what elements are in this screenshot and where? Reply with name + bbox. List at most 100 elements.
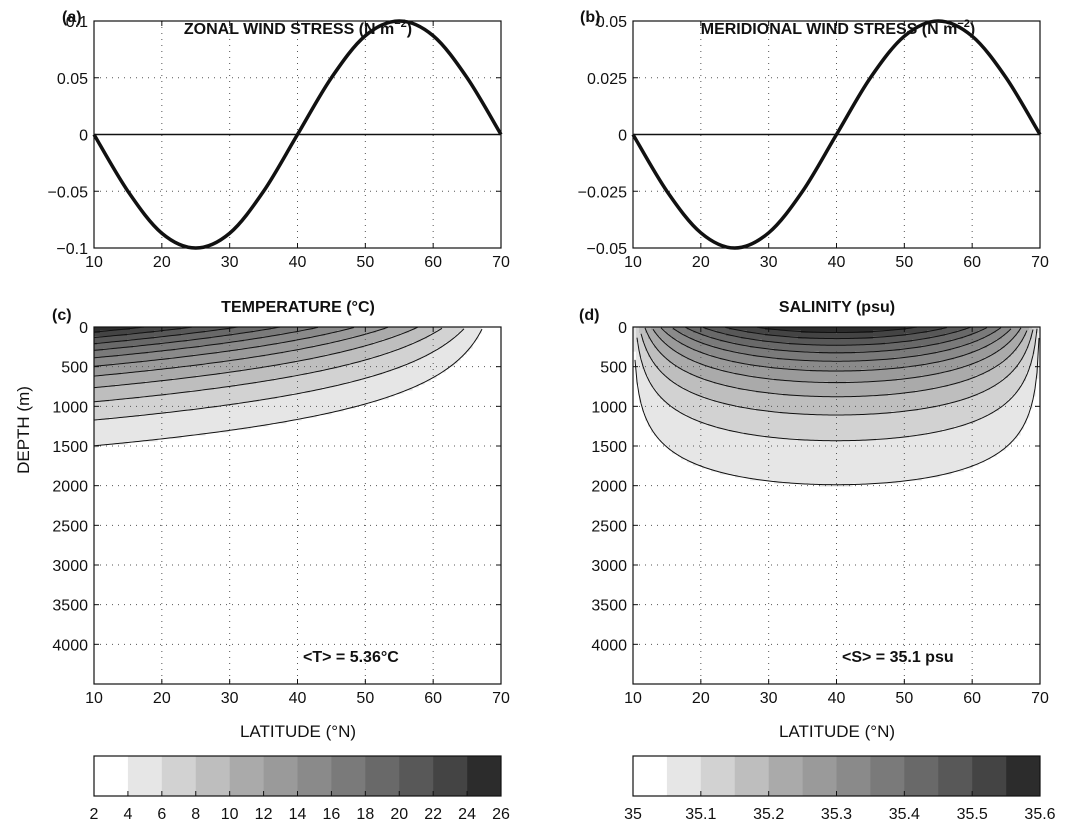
panel-d-contour-band (738, 387, 934, 391)
panel-b-xtick-label: 30 (760, 254, 778, 271)
panel-d-contour-band (978, 339, 997, 343)
panel-d-contour-band (669, 447, 1006, 451)
panel-c-contour-band (313, 327, 350, 331)
panel-d-contour-band (765, 333, 907, 337)
panel-d-contour-band (660, 336, 673, 340)
panel-d-contour-band (1026, 351, 1036, 355)
panel-c-contour-band (337, 366, 401, 370)
colorbar-c-swatch (365, 756, 400, 796)
panel-d-contour-band (645, 411, 682, 415)
panel-d-contour-band (660, 396, 706, 400)
colorbar-c-tick-label: 12 (255, 806, 273, 823)
panel-d-contour-band (729, 327, 766, 331)
panel-d-contour-band (645, 348, 658, 352)
colorbar-d-swatch (972, 756, 1007, 796)
panel-d-contour-band (963, 336, 985, 340)
panel-d-contour-band (639, 342, 646, 346)
panel-d-contour-band (1017, 348, 1027, 352)
panel-d-contour-band (642, 336, 649, 340)
panel-d-contour-line (652, 327, 1022, 384)
panel-c-contour-band (340, 351, 389, 355)
panel-c-ytick-label: 3500 (52, 598, 88, 615)
panel-d-contour-band (951, 369, 991, 373)
panel-d-contour-band (1035, 342, 1039, 346)
panel-c-contour-band (406, 345, 443, 349)
panel-c-contour-band (94, 333, 128, 337)
panel-d-contour-band (1005, 402, 1033, 406)
panel-c-xlabel: LATITUDE (°N) (240, 722, 356, 741)
panel-d-contour-band (690, 336, 712, 340)
panel-d-contour-band (1005, 333, 1018, 337)
panel-c-contour-band (337, 330, 377, 334)
panel-d-contour-band (1023, 357, 1033, 361)
panel-c-contour-band (442, 327, 464, 331)
panel-c-contour-band (274, 378, 362, 382)
panel-c-contour-band (349, 381, 425, 385)
panel-c-contour-band (94, 396, 140, 400)
colorbar-c-swatch (195, 756, 230, 796)
panel-d-ytick-label: 2000 (591, 479, 627, 496)
panel-d-contour-band (711, 468, 964, 472)
panel-d-contour-band (654, 342, 667, 346)
panel-d-contour-band (957, 330, 979, 334)
panel-d-contour-band (873, 336, 931, 340)
panel-c-ytick-label: 2500 (52, 518, 88, 535)
panel-d-contour-band (648, 423, 709, 427)
panel-d-contour-band (639, 396, 661, 400)
panel-d-contour-band (684, 369, 724, 373)
panel-c-contour-band (94, 366, 176, 370)
panel-c-ylabel: DEPTH (m) (14, 386, 33, 474)
panel-c-contour-band (211, 336, 263, 340)
panel-d-contour-band (960, 381, 1000, 385)
panel-c-contour-band (148, 351, 218, 355)
panel-c-contour-band (187, 339, 245, 343)
panel-d-contour-band (735, 342, 790, 346)
panel-c-contour-band (451, 339, 476, 343)
panel-d-contour-band (960, 345, 988, 349)
panel-d-contour-band (993, 411, 1030, 415)
panel-d-contour-band (972, 363, 1000, 367)
panel-c-contour-band (94, 426, 251, 430)
panel-c-contour-band (277, 342, 329, 346)
panel-d-contour-band (999, 408, 1030, 412)
panel-a-ytick-label: 0.05 (57, 71, 88, 88)
panel-c-contour-band (382, 372, 440, 376)
panel-c-contour-band (94, 375, 197, 379)
panel-d-contour-band (714, 381, 829, 385)
colorbar-d-swatch (768, 756, 803, 796)
panel-d-contour-band (660, 438, 799, 442)
panel-d-contour-band (963, 354, 991, 358)
colorbar-d-swatch (1006, 756, 1041, 796)
panel-d-contour-band (918, 354, 964, 358)
panel-d-contour-band (1011, 339, 1024, 343)
panel-d-contour-band (696, 375, 754, 379)
panel-d-contour-band (987, 414, 1030, 418)
panel-d-contour-band (666, 342, 682, 346)
panel-d-contour-band (735, 372, 940, 376)
panel-d-contour-band (684, 333, 703, 337)
panel-c-contour-band (94, 417, 110, 421)
panel-d-contour-band (1029, 342, 1036, 346)
panel-d-contour-band (648, 354, 664, 358)
panel-c-contour-line (93, 326, 319, 359)
panel-a-xtick-label: 10 (85, 254, 103, 271)
panel-d-contour-band (933, 387, 991, 391)
panel-d-ytick-label: 0 (618, 320, 627, 337)
panel-d-contour-band (636, 354, 640, 358)
panel-b-ytick-label: −0.05 (587, 241, 628, 258)
panel-d-contour-band (666, 402, 724, 406)
panel-d-contour-band (939, 342, 970, 346)
panel-d-contour-band (669, 345, 688, 349)
panel-c-contour-fill (94, 327, 482, 448)
panel-d-contour-band (969, 378, 1003, 382)
panel-c-contour-band (325, 354, 380, 358)
panel-c-contour-band (280, 333, 326, 337)
panel-d-contour-band (1017, 366, 1030, 370)
panel-d-contour-band (936, 351, 973, 355)
panel-d-contour-band (855, 351, 937, 355)
panel-a-plot: 10 20 30 40 50 60 70 −0.1 −0.05 0 0.05 0.1 (48, 14, 510, 271)
panel-d-contour-band (1032, 360, 1039, 364)
panel-d-contour-band (699, 420, 976, 424)
panel-c-contour-band (181, 333, 233, 337)
